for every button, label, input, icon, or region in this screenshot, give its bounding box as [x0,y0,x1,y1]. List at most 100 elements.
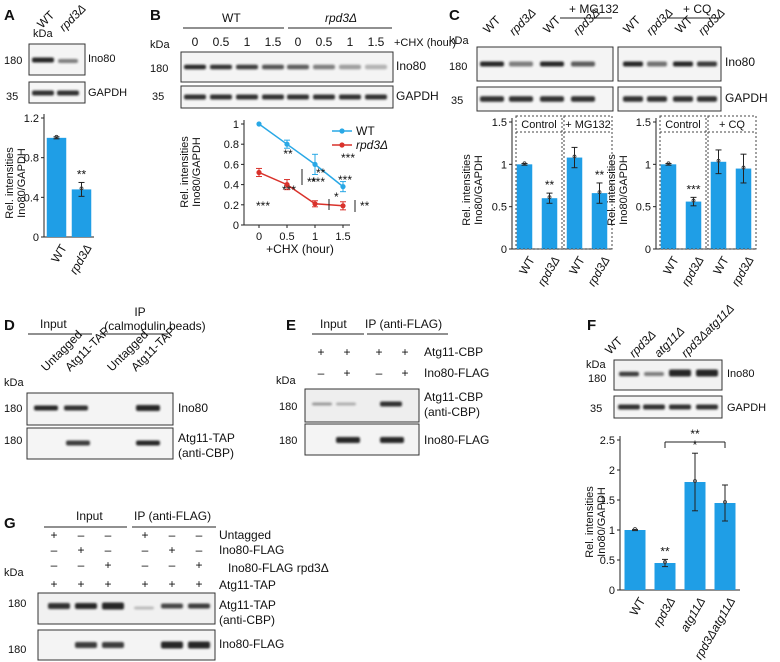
kda-label: kDa [449,35,469,47]
y-tick-label: 0.4 [24,192,39,204]
blot-band [210,94,232,100]
time-1: 1 [244,35,251,49]
blot-band [64,405,88,411]
data-point [723,500,727,504]
y-tick-label: 0 [33,232,39,244]
ylabel-a-1: Rel. intensities [4,147,16,219]
blot-bands [32,57,718,649]
significance-label: ** [690,427,700,441]
x-tick-label: WT [516,253,538,277]
y-tick-label: 1.5 [600,495,615,507]
significance-label: * [334,190,339,204]
lane-label: rpd3Δ [506,6,539,39]
y-tick-label: 0 [233,220,239,232]
sign: + [141,528,148,542]
blot-band [669,369,691,377]
blot-band [188,641,210,649]
blot-band [58,59,78,63]
kda-label: kDa [33,28,53,40]
lane-rpd3: rpd3Δ [56,2,89,35]
blot-band [262,64,284,70]
blot-band [136,405,160,411]
x-tick-label: 0.5 [279,231,294,243]
significance-label: ** [316,166,326,180]
blot-band [365,64,387,70]
ylabel-c1-2: Ino80/GAPDH [473,155,485,225]
row-ino80-flag-rpd3: Ino80-FLAG rpd3Δ [228,561,329,575]
data-point [312,201,318,207]
blot-band [161,603,183,609]
group-label-control: Control [521,119,556,131]
sign: + [77,543,84,557]
group-label-cq: + CQ [719,119,745,131]
bar [591,193,608,249]
band-anti-cbp: (anti-CBP) [219,613,275,627]
sign: – [105,543,112,557]
row-atg11-tap: Atg11-TAP [219,578,276,592]
sign: – [196,528,203,542]
blot-band [618,404,640,410]
input-label: Input [320,317,347,331]
blot-band [184,94,206,100]
blot-band [66,440,90,446]
data-point [256,169,262,176]
sign: – [142,558,149,572]
bar [684,482,706,590]
data-point [340,203,346,209]
cq-label: + CQ [683,2,711,16]
y-tick-label: 0.6 [224,159,239,171]
data-point [256,121,262,127]
significance-label: * [693,438,698,452]
y-tick-label: 1 [609,525,615,537]
significance-label: *** [686,182,700,196]
xlabel-b: +CHX (hour) [266,242,334,256]
data-point [691,198,696,203]
blot-band [287,94,309,100]
label-ino80: Ino80 [725,55,755,69]
panel-f: F WT rpd3Δ atg11Δ rpd3Δatg11Δ kDa 180 35… [584,301,766,662]
significance-label: ** [595,168,605,182]
data-point [666,161,671,166]
mw-180: 180 [8,644,26,656]
mw-180: 180 [588,373,606,385]
blot-f-gapdh [613,395,723,419]
blot-band [380,401,402,407]
sign: – [142,543,149,557]
y-tick-label: 0.5 [492,202,507,214]
x-tick-label: WT [660,253,682,277]
y-tick-label: 1 [501,159,507,171]
panel-label-d: D [4,317,15,334]
data-point [522,161,527,166]
blot-band [32,57,54,63]
x-tick-label: 1 [312,231,318,243]
sign: + [343,366,350,380]
x-tick-label: 1.5 [335,231,350,243]
panel-g: G Input IP (anti-FLAG) + – – + – –– + – – + –– – + – –… [4,509,329,661]
blot-band [48,603,70,609]
blot-band [643,404,665,410]
data-point [284,141,290,147]
mw-35: 35 [152,91,164,103]
y-tick-label: 0.8 [24,153,39,165]
blot-band [75,642,97,648]
lane-rpd3-atg11: rpd3Δatg11Δ [678,301,737,360]
sign: – [169,528,176,542]
blot-band [696,404,718,410]
label-ino80: Ino80 [88,53,116,65]
panel-label-a: A [4,7,15,24]
sign: + [195,577,202,591]
legend-rpd3: rpd3Δ [356,138,388,152]
bar [685,201,702,249]
blot-band [647,96,667,102]
sign: – [78,558,85,572]
blot-band [480,61,504,67]
sign: + [168,577,175,591]
input-label: Input [76,509,103,523]
mw-35: 35 [6,91,18,103]
data-point [284,182,290,188]
ip-label: IP (anti-FLAG) [365,317,442,331]
group-box-cq [707,115,757,250]
blot-band [32,90,54,96]
